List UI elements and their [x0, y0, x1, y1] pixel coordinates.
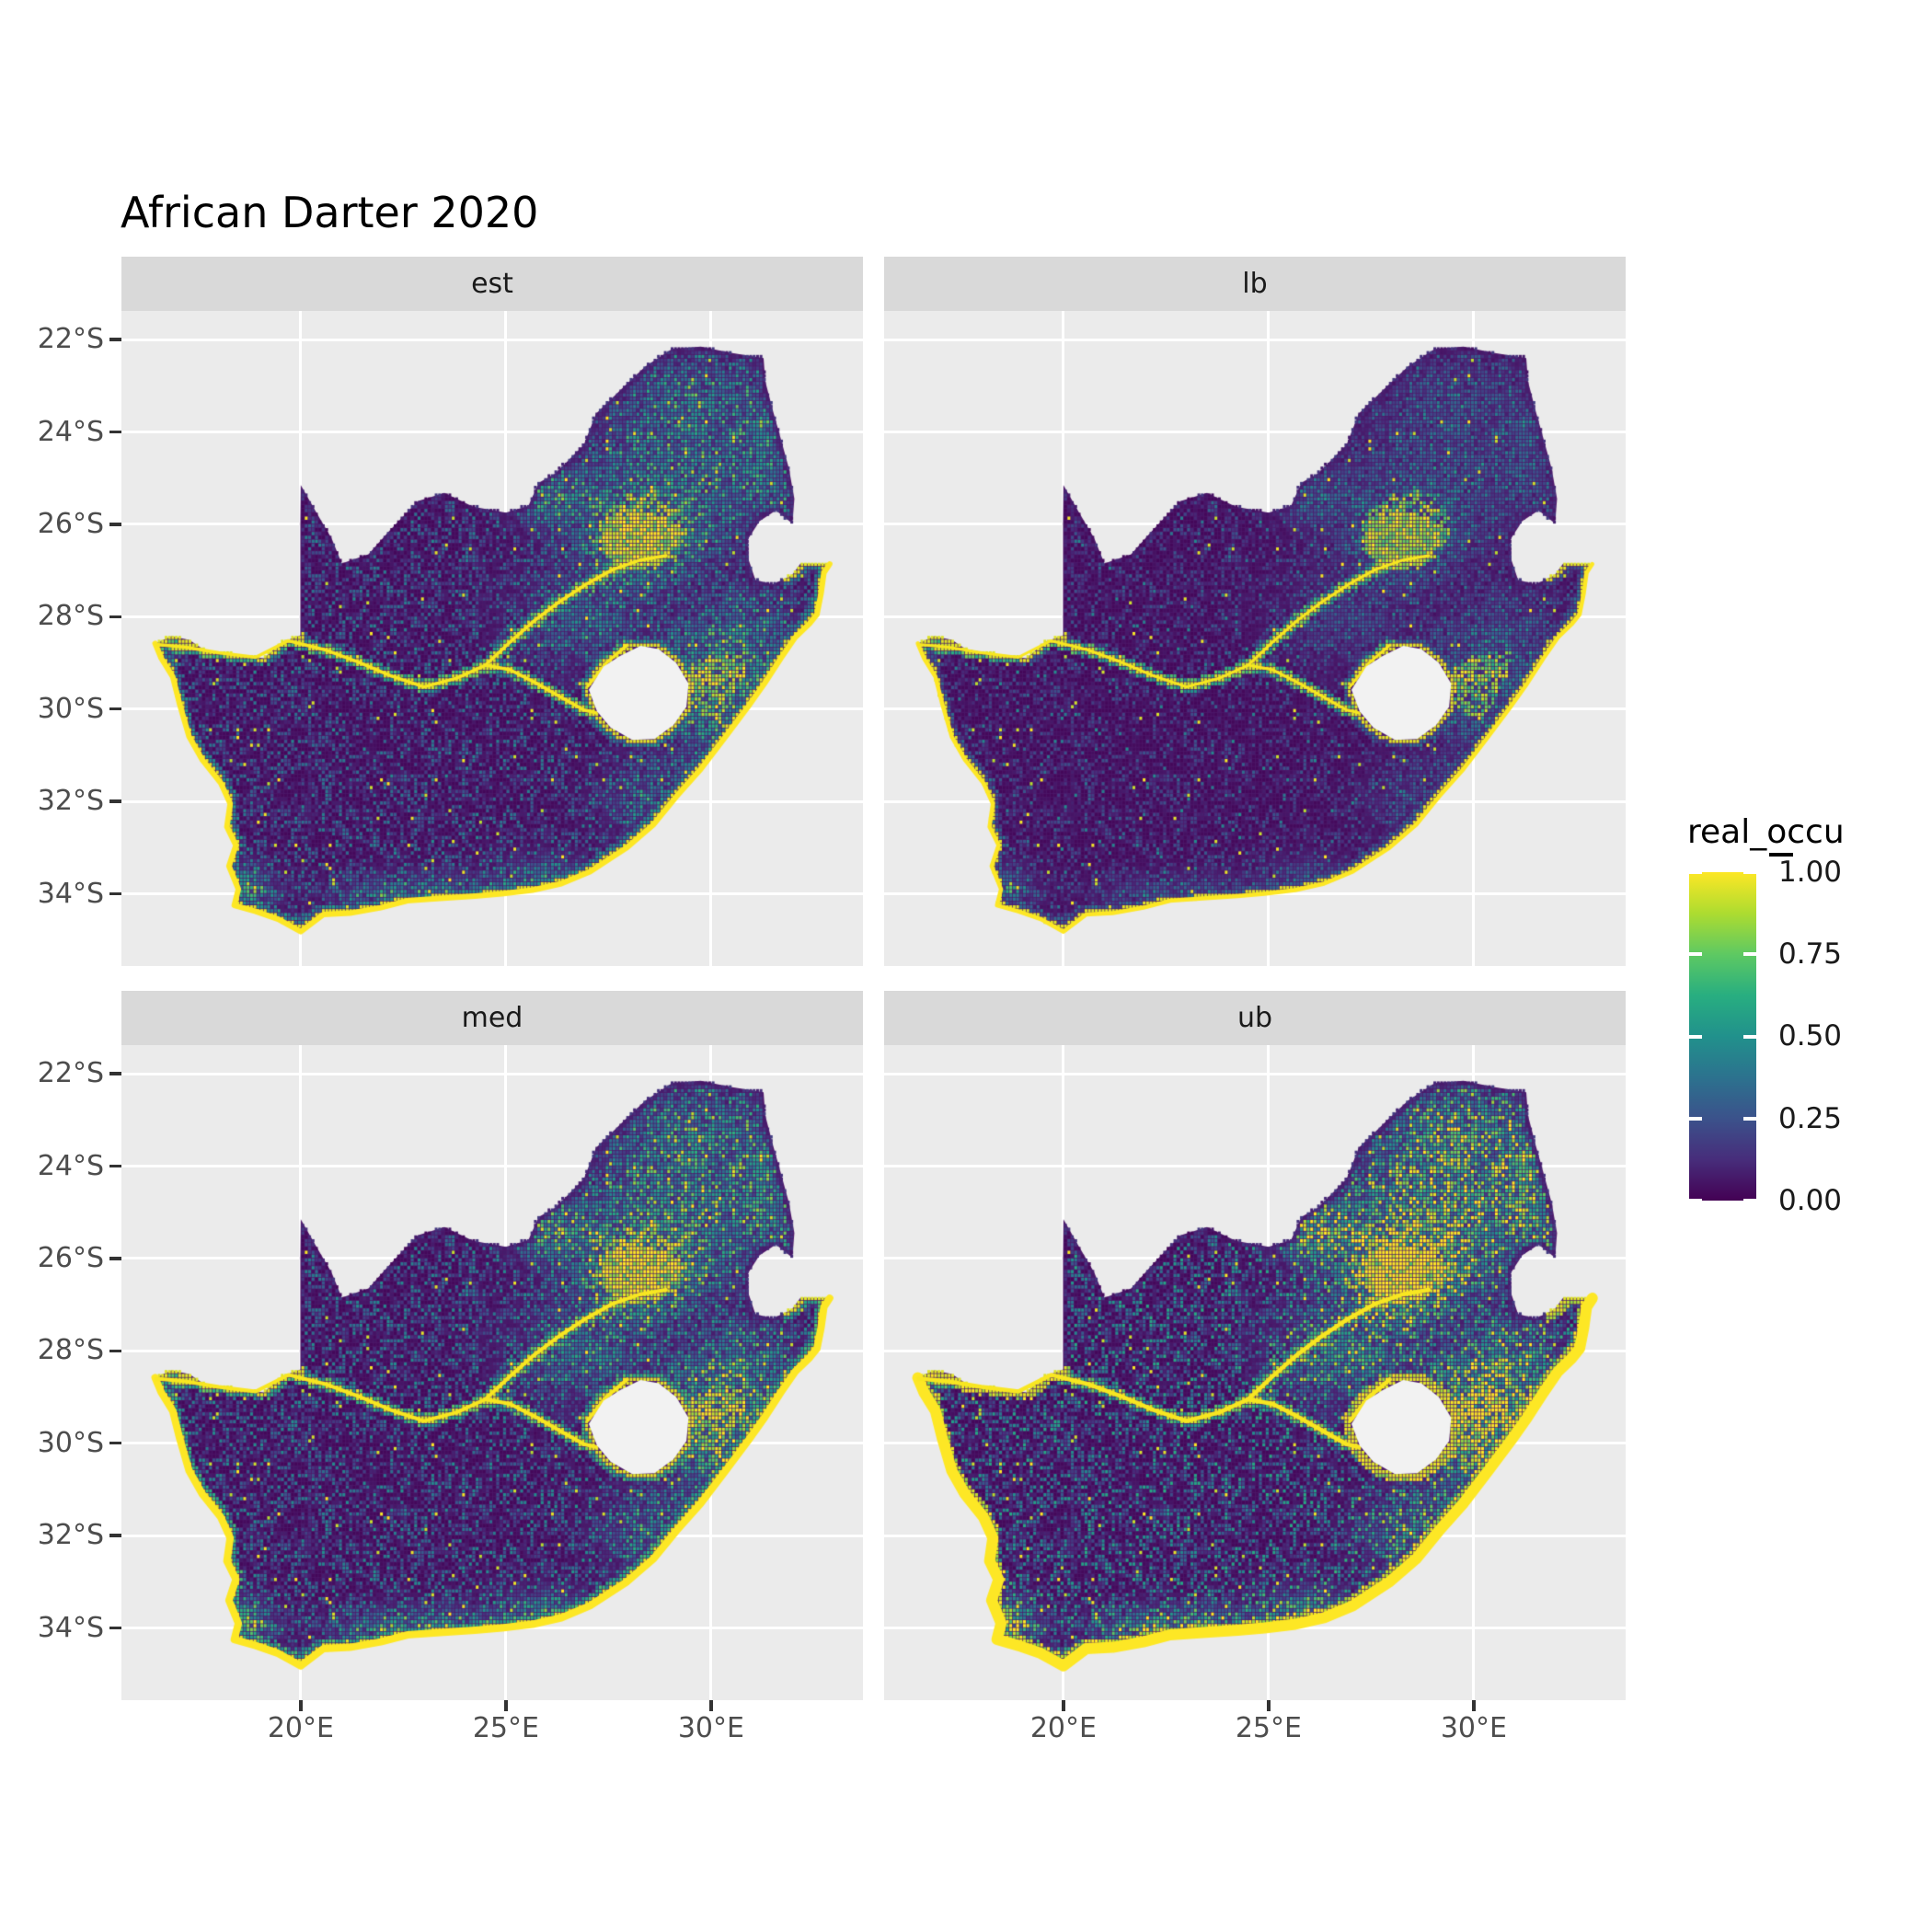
y-axis-tick	[109, 891, 121, 896]
y-axis-label: 24°S	[37, 1149, 104, 1182]
y-axis-tick	[109, 523, 121, 526]
y-axis-tick	[109, 1441, 121, 1445]
y-axis-tick	[109, 1257, 121, 1260]
y-axis-label: 30°S	[37, 1426, 104, 1459]
x-axis-label: 30°E	[677, 1712, 744, 1744]
y-axis-label: 30°S	[37, 692, 104, 725]
facet-strip-label: med	[461, 1002, 523, 1034]
legend-bar-tick	[1743, 1199, 1756, 1202]
y-axis-label: 34°S	[37, 877, 104, 910]
legend-tick-label: 1.00	[1778, 856, 1843, 889]
y-axis-tick	[109, 1072, 121, 1075]
y-axis-tick	[109, 338, 121, 341]
x-axis-tick	[1472, 1700, 1476, 1711]
x-axis-tick	[1062, 1700, 1065, 1711]
facet-strip-est: est	[121, 257, 863, 311]
map-panel-ub	[884, 1045, 1626, 1700]
y-axis-label: 26°S	[37, 1241, 104, 1274]
y-axis-label: 32°S	[37, 785, 104, 818]
y-axis-tick	[109, 799, 121, 803]
facet-strip-lb: lb	[884, 257, 1626, 311]
y-axis-tick	[109, 707, 121, 711]
facet-strip-ub: ub	[884, 991, 1626, 1045]
legend-bar-tick	[1743, 1034, 1756, 1039]
y-axis-tick	[109, 1164, 121, 1168]
y-axis-label: 28°S	[37, 1334, 104, 1367]
x-axis-label: 20°E	[1029, 1712, 1097, 1744]
plot-title: African Darter 2020	[121, 188, 539, 237]
y-axis-tick	[109, 1534, 121, 1537]
legend-bar-tick	[1689, 1034, 1702, 1039]
legend-bar-tick	[1743, 952, 1756, 957]
map-panel-med	[121, 1045, 863, 1700]
x-axis-label: 30°E	[1440, 1712, 1507, 1744]
map-panel-est	[121, 311, 863, 966]
map-panel-lb	[884, 311, 1626, 966]
legend-bar-tick	[1743, 870, 1756, 874]
x-axis-tick	[299, 1700, 303, 1711]
y-axis-tick	[109, 430, 121, 434]
facet-strip-label: ub	[1236, 1002, 1273, 1034]
y-axis-label: 22°S	[37, 323, 104, 356]
facet-strip-label: lb	[1242, 268, 1268, 300]
y-axis-label: 26°S	[37, 507, 104, 540]
y-axis-label: 28°S	[37, 600, 104, 633]
legend-top-tick	[1769, 853, 1793, 857]
x-axis-label: 25°E	[1235, 1712, 1302, 1744]
legend-tick-label: 0.25	[1778, 1102, 1843, 1135]
y-axis-label: 22°S	[37, 1057, 104, 1090]
y-axis-label: 32°S	[37, 1519, 104, 1552]
facet-strip-med: med	[121, 991, 863, 1045]
y-axis-label: 24°S	[37, 415, 104, 448]
occupancy-map-canvas-lb	[884, 311, 1626, 966]
legend-tick-label: 0.50	[1778, 1019, 1843, 1052]
x-axis-label: 20°E	[267, 1712, 334, 1744]
legend-bar-tick	[1689, 1116, 1702, 1121]
occupancy-map-canvas-est	[121, 311, 863, 966]
legend-bar-tick	[1689, 952, 1702, 957]
x-axis-tick	[709, 1700, 713, 1711]
occupancy-map-canvas-med	[121, 1045, 863, 1700]
y-axis-label: 34°S	[37, 1611, 104, 1644]
facet-strip-label: est	[471, 268, 513, 300]
legend-tick-label: 0.75	[1778, 937, 1843, 971]
legend-bar-tick	[1743, 1116, 1756, 1121]
y-axis-tick	[109, 1349, 121, 1353]
occupancy-map-canvas-ub	[884, 1045, 1626, 1700]
x-axis-tick	[1267, 1700, 1271, 1711]
legend-bar-tick	[1689, 1199, 1702, 1202]
legend-tick-label: 0.00	[1778, 1184, 1843, 1217]
y-axis-tick	[109, 1626, 121, 1630]
y-axis-tick	[109, 615, 121, 619]
x-axis-label: 25°E	[472, 1712, 539, 1744]
x-axis-tick	[504, 1700, 508, 1711]
legend-bar-tick	[1689, 870, 1702, 874]
legend-title: real_occu	[1687, 813, 1845, 851]
